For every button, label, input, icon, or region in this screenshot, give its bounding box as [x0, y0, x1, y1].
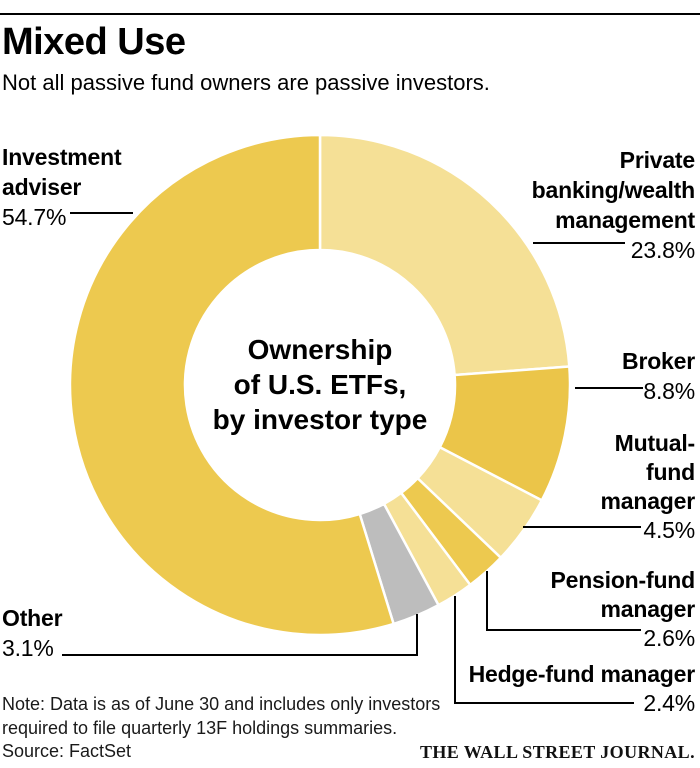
- center-label-line: of U.S. ETFs,: [233, 369, 407, 400]
- callout-hedge-fund: Hedge-fund manager 2.4%: [468, 660, 696, 718]
- footnote: Note: Data is as of June 30 and includes…: [2, 692, 440, 740]
- center-label-line: Ownership: [247, 334, 393, 365]
- leader-hedge-fund: [454, 596, 634, 704]
- callout-label-line: manager: [600, 488, 696, 514]
- callout-pension-fund: Pension-fund manager 2.6%: [550, 566, 695, 653]
- callout-label-line: Pension-fund: [550, 567, 695, 593]
- callout-label-line: Investment: [2, 144, 122, 170]
- donut-slice-investment-adviser: [68, 133, 395, 637]
- footnote-line: Note: Data is as of June 30 and includes…: [2, 694, 441, 714]
- callout-label-line: banking/wealth: [531, 177, 696, 203]
- center-label-line: by investor type: [212, 404, 428, 435]
- callout-broker: Broker 8.8%: [622, 346, 695, 406]
- callout-value: 8.8%: [643, 378, 695, 404]
- callout-label-line: adviser: [2, 174, 82, 200]
- callout-label-line: Broker: [622, 348, 695, 374]
- donut-slices-group: [68, 133, 572, 637]
- callout-label-line: management: [555, 207, 695, 233]
- donut-slice-private-banking-wealth-management: [318, 133, 571, 377]
- callout-value: 4.5%: [643, 517, 695, 543]
- callout-label-line: fund: [645, 459, 695, 485]
- callout-label-line: manager: [600, 596, 696, 622]
- leader-lines-group: [62, 212, 643, 704]
- callout-private-banking: Private banking/wealth management 23.8%: [531, 145, 696, 265]
- callout-investment-adviser: Investment adviser 54.7%: [2, 142, 122, 232]
- callout-other: Other 3.1%: [2, 603, 63, 663]
- callout-label-line: Private: [619, 147, 696, 173]
- callout-label-line: Hedge-fund manager: [468, 661, 696, 687]
- top-rule: [0, 13, 700, 15]
- callout-value: 2.4%: [643, 690, 695, 716]
- leader-other: [62, 614, 418, 656]
- wsj-logotype: THE WALL STREET JOURNAL.: [419, 742, 695, 762]
- page-subtitle: Not all passive fund owners are passive …: [2, 70, 490, 95]
- callout-value: 54.7%: [2, 204, 67, 230]
- callout-mutual-fund: Mutual- fund manager 4.5%: [600, 429, 696, 545]
- footnote-line: required to file quarterly 13F holdings …: [2, 718, 398, 738]
- page-title: Mixed Use: [2, 21, 186, 63]
- donut-center-label: Ownership of U.S. ETFs, by investor type: [170, 332, 470, 437]
- callout-value: 3.1%: [2, 635, 54, 661]
- callout-value: 2.6%: [643, 625, 695, 651]
- callout-label-line: Other: [2, 605, 63, 631]
- source-credit: Source: FactSet: [2, 741, 132, 761]
- callout-value: 23.8%: [630, 237, 695, 263]
- callout-label-line: Mutual-: [614, 430, 696, 456]
- leader-pension-fund: [486, 571, 641, 631]
